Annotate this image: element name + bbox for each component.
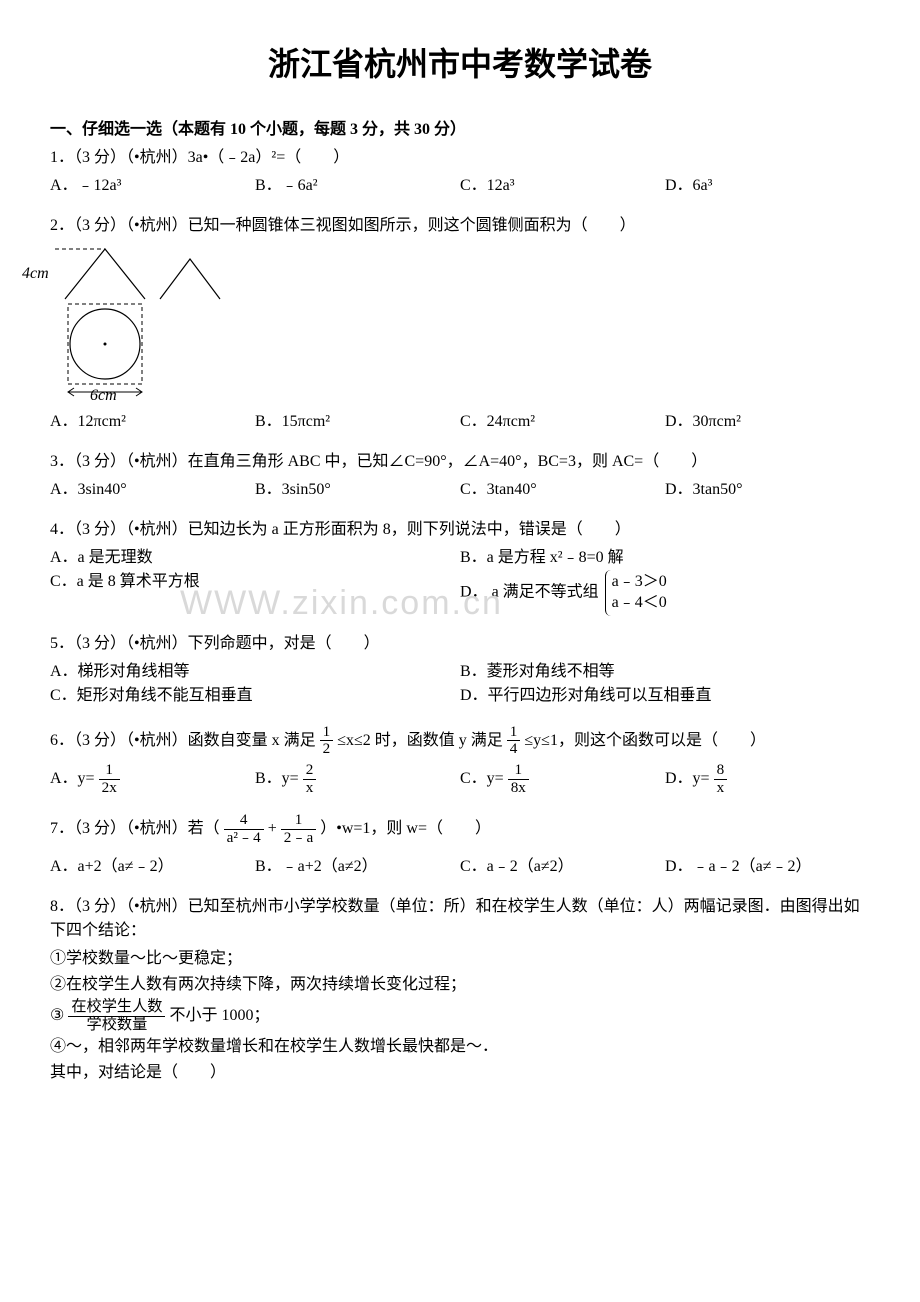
q6-d-pre: D．y=	[665, 770, 710, 787]
q8-c3-pre: ③	[50, 1007, 64, 1024]
q6-a-num: 1	[99, 762, 120, 780]
q8-c3-num: 在校学生人数	[68, 999, 165, 1017]
q6-opt-a: A．y= 12x	[50, 762, 255, 796]
q7-f2-num: 1	[281, 812, 317, 830]
q7-opt-b: B．﹣a+2（a≠2）	[255, 855, 460, 879]
question-8: 8．（3 分）（•杭州）已知至杭州市小学学校数量（单位：所）和在校学生人数（单位…	[50, 895, 870, 1085]
q6-pre: 6．（3 分）（•杭州）函数自变量 x 满足	[50, 731, 316, 748]
q6-post: ≤y≤1，则这个函数可以是（ ）	[524, 731, 766, 748]
q4-opt-d: D． a 满足不等式组 a﹣3＞0 a﹣4＜0	[460, 570, 870, 616]
frac-quarter: 1 4	[507, 724, 521, 758]
q7-opt-d: D．﹣a﹣2（a≠﹣2）	[665, 855, 870, 879]
question-2: 2．（3 分）（•杭州）已知一种圆锥体三视图如图所示，则这个圆锥侧面积为（ ） …	[50, 214, 870, 434]
q6-a-pre: A．y=	[50, 770, 95, 787]
q7-post: ）•w=1，则 w=（ ）	[320, 820, 491, 837]
frac-half-den: 2	[320, 741, 334, 758]
case-line-2: a﹣4＜0	[612, 593, 667, 614]
question-7: 7．（3 分）（•杭州）若（ 4 a²﹣4 + 1 2﹣a ）•w=1，则 w=…	[50, 812, 870, 878]
q7-f1-num: 4	[224, 812, 264, 830]
q6-c-pre: C．y=	[460, 770, 504, 787]
question-1: 1．（3 分）（•杭州）3a•（﹣2a）²=（ ） A．﹣12a³ B．﹣6a²…	[50, 146, 870, 198]
question-3: 3．（3 分）（•杭州）在直角三角形 ABC 中，已知∠C=90°，∠A=40°…	[50, 450, 870, 502]
q3-opt-a: A．3sin40°	[50, 478, 255, 502]
label-width: 6cm	[90, 384, 117, 408]
q2-opt-a: A．12πcm²	[50, 410, 255, 434]
q8-c4: ④～，相邻两年学校数量增长和在校学生人数增长最快都是～．	[50, 1035, 870, 1059]
q6-b-den: x	[303, 780, 317, 797]
q1-opt-c: C．12a³	[460, 174, 665, 198]
q6-a-den: 2x	[99, 780, 120, 797]
inequality-cases: a﹣3＞0 a﹣4＜0	[605, 570, 671, 616]
q8-c3: ③ 在校学生人数 学校数量 不小于 1000；	[50, 999, 870, 1033]
q7-f1-den: a²﹣4	[224, 830, 264, 847]
q1-text: 1．（3 分）（•杭州）3a•（﹣2a）²=（ ）	[50, 146, 870, 170]
q2-opt-d: D．30πcm²	[665, 410, 870, 434]
q8-c3-frac: 在校学生人数 学校数量	[68, 999, 165, 1033]
q1-opt-d: D．6a³	[665, 174, 870, 198]
q7-text: 7．（3 分）（•杭州）若（ 4 a²﹣4 + 1 2﹣a ）•w=1，则 w=…	[50, 812, 870, 846]
q1-opt-b: B．﹣6a²	[255, 174, 460, 198]
q7-pre: 7．（3 分）（•杭州）若（	[50, 820, 220, 837]
q5-opt-c: C．矩形对角线不能互相垂直	[50, 684, 460, 708]
q5-text: 5．（3 分）（•杭州）下列命题中，对是（ ）	[50, 632, 870, 656]
q6-opt-d: D．y= 8x	[665, 762, 870, 796]
q8-c1: ①学校数量～比～更稳定；	[50, 947, 870, 971]
q7-frac2: 1 2﹣a	[281, 812, 317, 846]
q7-opt-c: C．a﹣2（a≠2）	[460, 855, 665, 879]
q5-opt-a: A．梯形对角线相等	[50, 660, 460, 684]
q2-opt-b: B．15πcm²	[255, 410, 460, 434]
q6-d-den: x	[714, 780, 728, 797]
question-5: 5．（3 分）（•杭州）下列命题中，对是（ ） A．梯形对角线相等 B．菱形对角…	[50, 632, 870, 708]
page-title: 浙江省杭州市中考数学试卷	[50, 40, 870, 88]
q7-plus: +	[268, 820, 277, 837]
question-6: 6．（3 分）（•杭州）函数自变量 x 满足 1 2 ≤x≤2 时，函数值 y …	[50, 724, 870, 797]
q4-opt-a: A．a 是无理数	[50, 546, 460, 570]
q4-d-text: a 满足不等式组	[492, 583, 599, 600]
case-line-1: a﹣3＞0	[612, 572, 667, 593]
question-4: 4．（3 分）（•杭州）已知边长为 a 正方形面积为 8，则下列说法中，错误是（…	[50, 518, 870, 616]
q8-c2: ②在校学生人数有两次持续下降，两次持续增长变化过程；	[50, 973, 870, 997]
cone-svg	[50, 244, 230, 404]
q8-final: 其中，对结论是（ ）	[50, 1061, 870, 1085]
q5-opt-d: D．平行四边形对角线可以互相垂直	[460, 684, 870, 708]
q6-text: 6．（3 分）（•杭州）函数自变量 x 满足 1 2 ≤x≤2 时，函数值 y …	[50, 724, 870, 758]
section-header-1: 一、仔细选一选（本题有 10 个小题，每题 3 分，共 30 分）	[50, 118, 870, 142]
q6-opt-b: B．y= 2x	[255, 762, 460, 796]
q6-d-num: 8	[714, 762, 728, 780]
q3-text: 3．（3 分）（•杭州）在直角三角形 ABC 中，已知∠C=90°，∠A=40°…	[50, 450, 870, 474]
q6-c-num: 1	[508, 762, 529, 780]
q6-opt-c: C．y= 18x	[460, 762, 665, 796]
q5-opt-b: B．菱形对角线不相等	[460, 660, 870, 684]
frac-quarter-den: 4	[507, 741, 521, 758]
q3-opt-c: C．3tan40°	[460, 478, 665, 502]
q3-opt-d: D．3tan50°	[665, 478, 870, 502]
q4-opt-b: B．a 是方程 x²﹣8=0 解	[460, 546, 870, 570]
q4-text: 4．（3 分）（•杭州）已知边长为 a 正方形面积为 8，则下列说法中，错误是（…	[50, 518, 870, 542]
q6-b-pre: B．y=	[255, 770, 299, 787]
frac-quarter-num: 1	[507, 724, 521, 742]
frac-half-num: 1	[320, 724, 334, 742]
q3-opt-b: B．3sin50°	[255, 478, 460, 502]
q7-frac1: 4 a²﹣4	[224, 812, 264, 846]
cone-three-view-figure: 4cm 6cm	[50, 244, 230, 404]
q2-text: 2．（3 分）（•杭州）已知一种圆锥体三视图如图所示，则这个圆锥侧面积为（ ）	[50, 214, 870, 238]
q8-c3-post: 不小于 1000；	[169, 1007, 269, 1024]
q6-b-num: 2	[303, 762, 317, 780]
q8-conclusions: ①学校数量～比～更稳定； ②在校学生人数有两次持续下降，两次持续增长变化过程； …	[50, 947, 870, 1059]
q6-mid: ≤x≤2 时，函数值 y 满足	[337, 731, 503, 748]
q6-c-den: 8x	[508, 780, 529, 797]
q8-text: 8．（3 分）（•杭州）已知至杭州市小学学校数量（单位：所）和在校学生人数（单位…	[50, 895, 870, 943]
q2-opt-c: C．24πcm²	[460, 410, 665, 434]
label-height: 4cm	[22, 262, 49, 286]
q8-c3-den: 学校数量	[68, 1017, 165, 1034]
watermark-text: WWW.zixin.com.cn	[180, 578, 503, 629]
q7-opt-a: A．a+2（a≠﹣2）	[50, 855, 255, 879]
q1-opt-a: A．﹣12a³	[50, 174, 255, 198]
q7-f2-den: 2﹣a	[281, 830, 317, 847]
frac-half: 1 2	[320, 724, 334, 758]
